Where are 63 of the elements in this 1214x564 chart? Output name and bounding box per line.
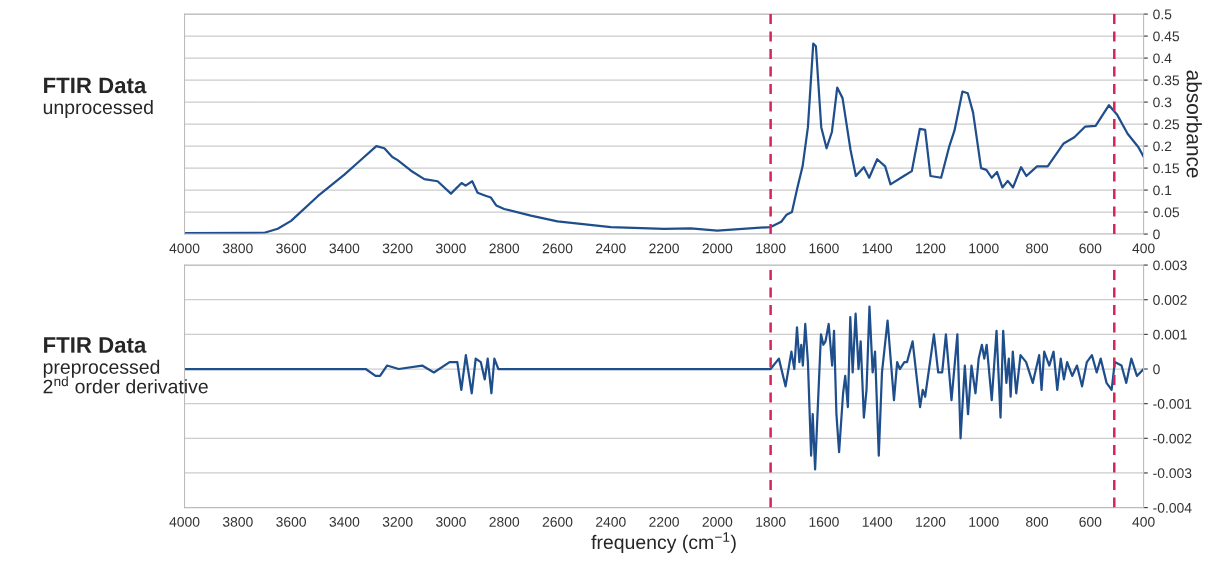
x-tick-label: 1400 bbox=[862, 243, 893, 254]
text: unprocessed bbox=[43, 99, 153, 119]
y-axis-title: absorbance bbox=[1186, 70, 1202, 178]
y-tick-label: 0.25 bbox=[1153, 119, 1180, 130]
y-tick-label: -0.004 bbox=[1153, 502, 1192, 513]
x-tick-label: 2000 bbox=[702, 516, 733, 527]
x-tick-label: 2800 bbox=[489, 243, 520, 254]
y-tick-label: 0.2 bbox=[1153, 141, 1172, 152]
y-tick-label: 0.45 bbox=[1153, 31, 1180, 42]
text: preprocessed 2$^{nd}$ order derivative bbox=[43, 359, 208, 394]
x-tick-label: 3600 bbox=[276, 243, 306, 254]
x-tick-label: 1200 bbox=[916, 243, 946, 254]
y-tick-label: 0.003 bbox=[1153, 260, 1187, 271]
y-tick-label: 0.4 bbox=[1153, 53, 1172, 64]
x-tick-label: 3800 bbox=[222, 243, 253, 254]
y-tick-label: 0.3 bbox=[1153, 97, 1172, 108]
x-tick-label: 2200 bbox=[649, 516, 679, 527]
y-tick-label: 0.002 bbox=[1153, 295, 1187, 305]
x-tick-label: 3400 bbox=[329, 243, 360, 254]
x-tick-label: 800 bbox=[1026, 243, 1049, 254]
y-tick-label: 0 bbox=[1153, 364, 1160, 375]
x-tick-label: 1800 bbox=[756, 516, 786, 527]
x-tick-label: 2400 bbox=[596, 516, 626, 527]
x-tick-label: 1200 bbox=[916, 516, 946, 527]
y-tick-label: -0.001 bbox=[1153, 399, 1192, 409]
x-tick-label: 800 bbox=[1026, 516, 1049, 527]
x-tick-label: 3200 bbox=[382, 243, 413, 254]
y-tick-label: 0.5 bbox=[1153, 9, 1172, 20]
x-tick-label: 400 bbox=[1132, 243, 1155, 254]
y-tick-label: -0.003 bbox=[1153, 468, 1192, 479]
x-tick-label: 400 bbox=[1132, 516, 1155, 527]
x-tick-label: 2200 bbox=[649, 243, 679, 254]
x-tick-label: 600 bbox=[1079, 243, 1102, 254]
x-tick-label: 2600 bbox=[542, 243, 573, 254]
x-tick-label: 3000 bbox=[436, 243, 466, 254]
text: FTIR Data bbox=[44, 337, 147, 353]
x-tick-label: 1400 bbox=[862, 516, 893, 527]
x-tick-label: 4000 bbox=[169, 243, 200, 254]
y-tick-label: 0.1 bbox=[1153, 185, 1172, 196]
x-tick-label: 3000 bbox=[436, 516, 466, 527]
x-tick-label: 3200 bbox=[382, 516, 413, 527]
x-tick-label: 1600 bbox=[809, 516, 839, 527]
x-tick-label: 1000 bbox=[969, 516, 999, 527]
x-tick-label: 1000 bbox=[969, 243, 999, 254]
y-tick-label: 0.35 bbox=[1153, 75, 1180, 86]
y-tick-label: 0.15 bbox=[1153, 163, 1180, 174]
x-tick-label: 4000 bbox=[169, 516, 200, 527]
x-tick-label: 600 bbox=[1079, 516, 1102, 527]
text: FTIR Data bbox=[44, 77, 147, 94]
x-tick-label: 3600 bbox=[276, 516, 306, 527]
y-tick-label: -0.002 bbox=[1153, 433, 1192, 444]
x-tick-label: 2800 bbox=[489, 516, 520, 527]
x-tick-label: 1600 bbox=[809, 243, 839, 254]
x-tick-label: 1800 bbox=[756, 243, 786, 254]
x-tick-label: 2600 bbox=[542, 516, 573, 527]
y-tick-label: 0 bbox=[1153, 229, 1160, 240]
x-tick-label: 2000 bbox=[702, 243, 733, 254]
x-tick-label: 3400 bbox=[329, 516, 360, 527]
x-tick-label: 2400 bbox=[596, 243, 626, 254]
x-axis-title: frequency (cm$^{−1}$) bbox=[591, 532, 736, 553]
y-tick-label: 0.001 bbox=[1153, 329, 1187, 340]
x-tick-label: 3800 bbox=[222, 516, 253, 527]
y-tick-label: 0.05 bbox=[1153, 207, 1180, 218]
